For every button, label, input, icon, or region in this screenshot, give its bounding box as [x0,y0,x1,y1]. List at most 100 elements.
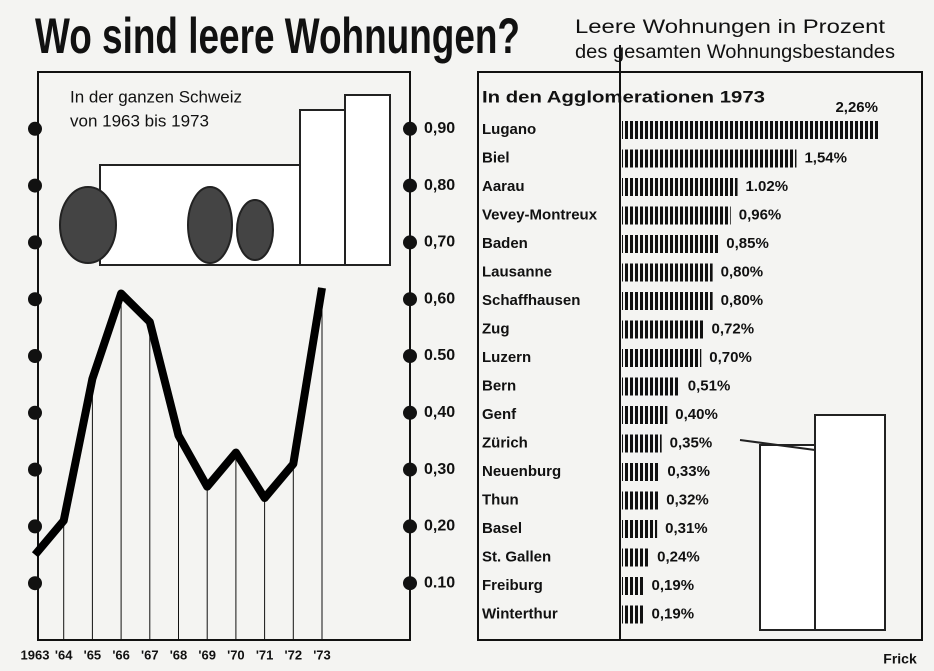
x-tick-label: '70 [227,647,245,662]
y-tick-label: 0,30 [424,461,455,478]
x-tick-label: '68 [170,647,188,662]
value-label: 0,31% [665,520,708,537]
value-label: 0,96% [739,206,782,223]
bar [622,264,713,282]
y-tick-label: 0.10 [424,574,455,591]
category-label: Zug [482,320,510,337]
tick-dot [28,406,42,420]
bar [622,292,713,310]
y-tick-label: 0,70 [424,234,455,251]
tick-dot [28,235,42,249]
value-label: 1.02% [746,178,789,195]
tick-dot [403,576,417,590]
chart-title: In den Agglomerationen 1973 [482,87,765,106]
tick-dot [403,292,417,306]
value-label: 0,51% [688,377,731,394]
value-label: 0,70% [709,349,752,366]
value-label: 0,40% [675,406,718,423]
tick-dot [28,463,42,477]
bar [622,207,731,225]
tick-dot [403,349,417,363]
x-tick-label: '72 [285,647,303,662]
category-label: Genf [482,406,517,423]
value-label: 0,24% [657,548,700,565]
bar [622,492,658,510]
value-label: 0,72% [712,320,755,337]
tick-dot [28,519,42,533]
category-label: Freiburg [482,577,543,594]
tick-dot [403,463,417,477]
value-label: 1,54% [804,149,847,166]
tick-dot [403,235,417,249]
category-label: Winterthur [482,605,558,622]
y-tick-label: 0,60 [424,290,455,307]
category-label: Zürich [482,434,528,451]
bar [622,606,644,624]
category-label: Lugano [482,121,536,138]
value-label: 0,32% [666,491,709,508]
bar [622,435,662,453]
bar [622,406,667,424]
bar [622,520,657,538]
category-label: Schaffhausen [482,292,580,309]
bar [622,549,649,567]
tick-dot [403,406,417,420]
annotation: von 1963 bis 1973 [70,111,209,130]
value-label: 0,80% [721,263,764,280]
x-tick-label: '69 [198,647,216,662]
building-illustration [740,415,885,630]
category-label: Neuenburg [482,463,561,480]
bar [622,121,878,139]
bar [622,235,718,253]
value-label: 0,35% [670,434,713,451]
tick-dot [28,122,42,136]
value-label: 0,33% [667,463,710,480]
bar [622,577,644,595]
tick-dot [28,292,42,306]
value-label: 0,19% [652,577,695,594]
subtitle: des gesamten Wohnungsbestandes [575,42,895,63]
value-label: 0,85% [726,235,769,252]
tick-dot [28,349,42,363]
x-tick-label: 1963 [21,647,50,662]
credit: Frick [883,651,917,667]
category-label: Luzern [482,349,531,366]
tick-dot [403,122,417,136]
title: Wo sind leere Wohnungen? [35,8,520,64]
tick-dot [28,576,42,590]
bar [622,178,738,196]
category-label: Vevey-Montreux [482,206,598,223]
bar [622,349,701,367]
x-tick-label: '66 [112,647,130,662]
category-label: Biel [482,149,510,166]
infographic: Wo sind leere Wohnungen? Leere Wohnungen… [0,0,934,671]
category-label: Aarau [482,178,525,195]
tick-dot [403,179,417,193]
x-tick-label: '71 [256,647,274,662]
value-label: 2,26% [835,99,878,116]
tick-dot [28,179,42,193]
x-tick-label: '73 [313,647,331,662]
bar [622,463,659,481]
annotation: In der ganzen Schweiz [70,87,242,106]
category-label: Bern [482,377,516,394]
value-label: 0,19% [652,605,695,622]
bar [622,321,704,339]
bar [622,150,796,168]
value-label: 0,80% [721,292,764,309]
y-tick-label: 0.50 [424,347,455,364]
bar [622,378,680,396]
category-label: Lausanne [482,263,552,280]
y-tick-label: 0,40 [424,404,455,421]
category-label: Thun [482,491,519,508]
category-label: Basel [482,520,522,537]
category-label: Baden [482,235,528,252]
category-label: St. Gallen [482,548,551,565]
x-tick-label: '67 [141,647,159,662]
y-tick-label: 0,80 [424,177,455,194]
x-tick-label: '65 [84,647,102,662]
y-tick-label: 0,90 [424,120,455,137]
tick-dot [403,519,417,533]
x-tick-label: '64 [55,647,73,662]
y-tick-label: 0,20 [424,518,455,535]
